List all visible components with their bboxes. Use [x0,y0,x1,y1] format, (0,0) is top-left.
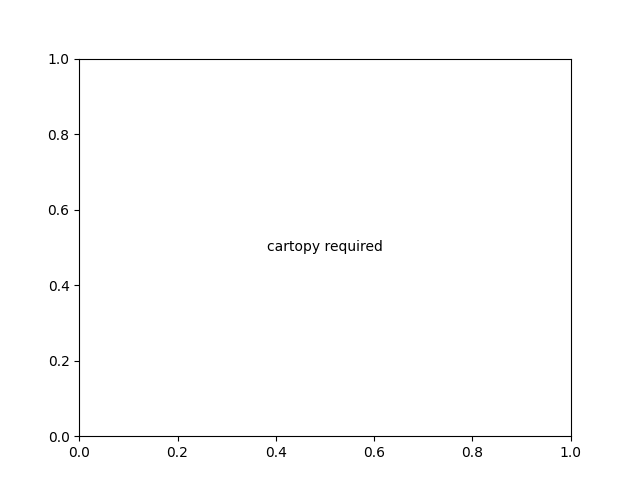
Text: cartopy required: cartopy required [267,241,383,254]
